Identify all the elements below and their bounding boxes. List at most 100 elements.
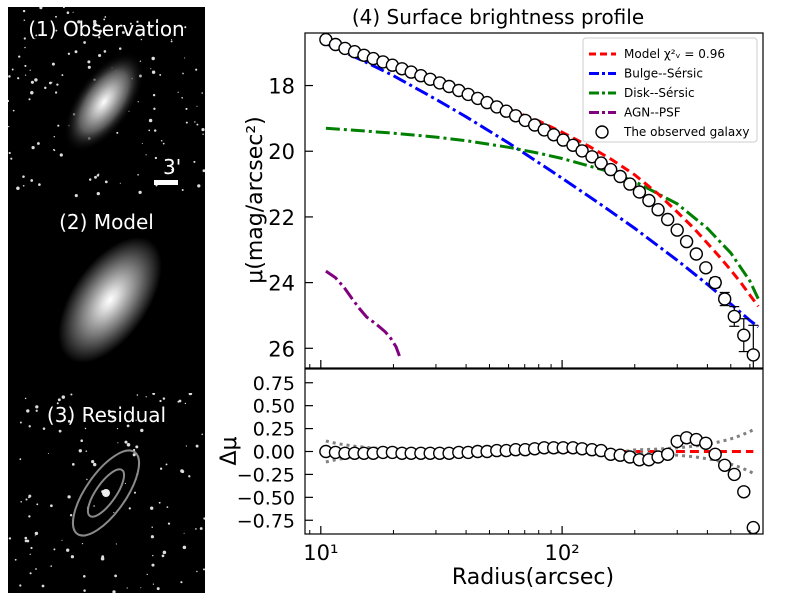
star-speck: [115, 543, 117, 545]
star-speck: [28, 494, 32, 498]
star-speck: [74, 50, 78, 54]
star-speck: [156, 18, 159, 21]
star-speck: [29, 572, 32, 575]
legend-label: AGN--PSF: [624, 106, 681, 120]
star-speck: [201, 433, 203, 436]
star-speck: [183, 532, 185, 534]
star-speck: [22, 175, 25, 178]
legend-label: Model χ²ᵥ = 0.96: [624, 47, 725, 61]
star-speck: [126, 443, 131, 447]
star-speck: [112, 590, 116, 593]
legend-marker: [595, 125, 609, 139]
legend: Model χ²ᵥ = 0.96 Bulge--Sérsic Disk--Sérsi…: [582, 37, 758, 143]
star-speck: [202, 133, 204, 135]
star-speck: [83, 575, 86, 578]
y-tick-label-top: 18: [268, 75, 295, 99]
star-speck: [36, 503, 39, 506]
y-tick-label-top: 20: [268, 140, 295, 164]
x-tick-label: 10²: [545, 541, 580, 565]
y-tick-label-top: 22: [268, 206, 295, 230]
observed-point: [670, 223, 684, 237]
star-speck: [34, 531, 39, 536]
star-speck: [30, 90, 34, 95]
y-tick-label-bottom: −0.25: [237, 464, 295, 486]
star-speck: [193, 160, 196, 163]
star-speck: [195, 444, 199, 448]
star-speck: [88, 178, 92, 181]
star-speck: [67, 52, 71, 55]
star-speck: [83, 41, 86, 44]
star-speck: [180, 469, 184, 473]
star-speck: [104, 16, 107, 18]
observed-point: [585, 150, 599, 164]
star-speck: [182, 545, 187, 550]
star-speck: [117, 442, 119, 444]
observed-point: [613, 169, 627, 184]
star-speck: [152, 93, 156, 97]
star-speck: [126, 424, 130, 428]
star-speck: [135, 32, 138, 34]
star-speck: [137, 101, 139, 103]
star-speck: [36, 142, 40, 145]
star-speck: [151, 526, 153, 528]
star-speck: [10, 157, 13, 160]
residual-point: [661, 447, 675, 461]
star-speck: [201, 92, 203, 94]
star-speck: [196, 105, 198, 107]
residual-point: [708, 447, 722, 461]
star-speck: [153, 129, 157, 132]
star-speck: [136, 20, 139, 23]
star-speck: [62, 7, 65, 9]
y-tick-label-bottom: 0.00: [253, 442, 295, 464]
star-speck: [87, 65, 91, 69]
residual-panel: (3) Residual: [8, 393, 205, 593]
star-speck: [156, 587, 160, 591]
star-speck: [24, 74, 27, 76]
star-speck: [28, 515, 31, 518]
chart-title: (4) Surface brightness profile: [352, 5, 644, 29]
star-speck: [159, 73, 162, 76]
observation-panel: (1) Observation 3': [8, 7, 205, 200]
y-tick-label-bottom: −0.75: [237, 510, 295, 532]
star-speck: [98, 173, 100, 175]
star-speck: [188, 393, 193, 396]
star-speck: [23, 19, 26, 21]
star-speck: [24, 64, 27, 67]
star-speck: [150, 25, 153, 28]
residual-image: [8, 393, 205, 593]
star-speck: [196, 123, 199, 126]
star-speck: [166, 506, 169, 508]
star-speck: [162, 550, 167, 555]
observed-point: [746, 348, 760, 362]
star-speck: [202, 169, 205, 173]
y-axis-label-top: μ(mag/arcsec²): [243, 116, 268, 284]
star-speck: [8, 99, 10, 103]
star-speck: [61, 539, 63, 541]
star-speck: [12, 109, 15, 112]
star-speck: [111, 415, 115, 419]
star-speck: [132, 453, 136, 457]
star-speck: [158, 501, 161, 504]
star-speck: [35, 34, 38, 37]
star-speck: [167, 522, 171, 525]
model-panel: (2) Model: [8, 200, 205, 393]
observed-point: [575, 144, 589, 158]
star-speck: [56, 83, 59, 86]
star-speck: [184, 26, 187, 29]
bulge-sersic-line: [325, 42, 760, 329]
star-speck: [29, 69, 31, 71]
star-speck: [55, 29, 58, 32]
star-speck: [61, 395, 66, 399]
star-speck: [152, 554, 154, 557]
star-speck: [148, 118, 153, 123]
star-speck: [38, 183, 41, 186]
star-speck: [91, 459, 95, 464]
star-speck: [154, 156, 158, 160]
star-speck: [121, 31, 125, 34]
star-speck: [67, 419, 71, 423]
star-speck: [77, 20, 81, 24]
star-speck: [34, 78, 38, 82]
star-speck: [151, 70, 156, 74]
star-speck: [195, 528, 197, 530]
